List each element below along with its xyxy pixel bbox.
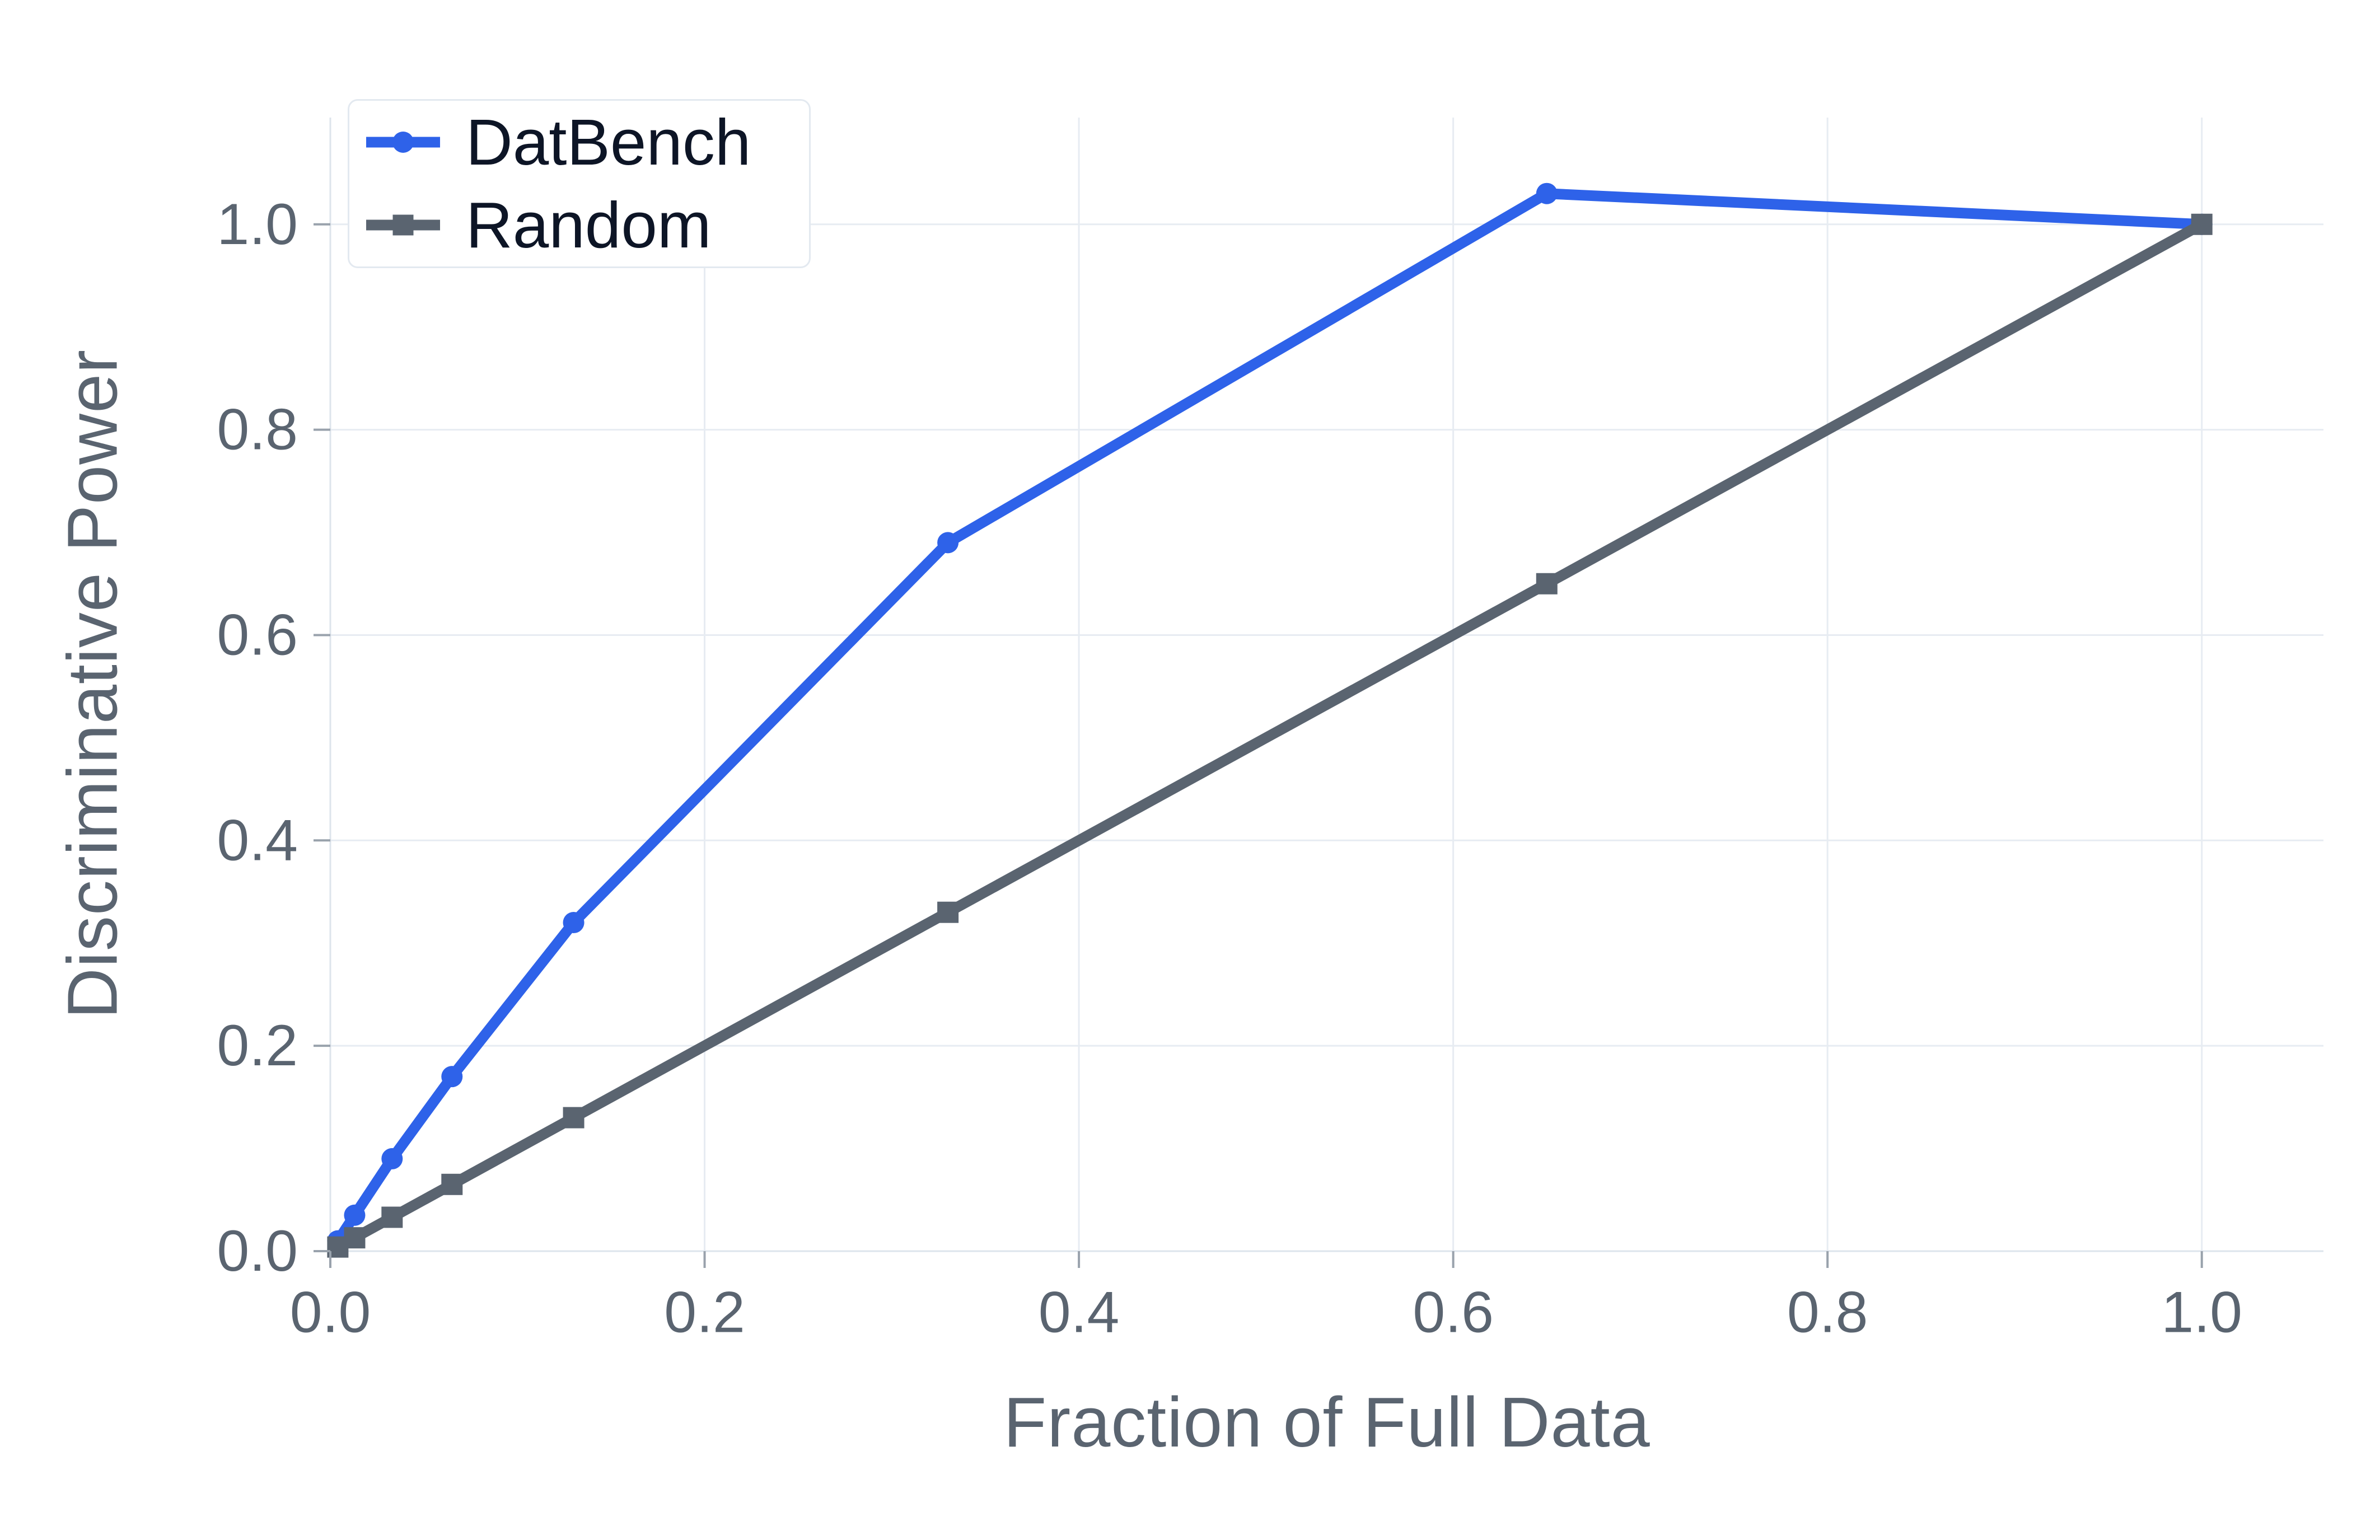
y-tick-label: 0.2 — [217, 1013, 298, 1078]
x-tick-label: 0.0 — [290, 1280, 371, 1345]
x-tick-label: 0.4 — [1039, 1280, 1120, 1345]
datbench-circle-marker-icon — [392, 132, 414, 153]
x-axis-title: Fraction of Full Data — [1003, 1383, 1650, 1462]
axis-spines — [329, 118, 2323, 1252]
datbench-line — [332, 188, 2208, 1247]
x-tick-label: 1.0 — [2161, 1280, 2242, 1345]
tick-marks — [314, 223, 2203, 1268]
random-data-point — [563, 1107, 585, 1129]
x-tick-label: 0.2 — [664, 1280, 745, 1345]
legend-item-random: Random — [349, 184, 809, 266]
datbench-data-point — [344, 1204, 366, 1226]
y-axis-title: Discriminative Power — [53, 349, 132, 1019]
datbench-data-point — [441, 1066, 463, 1088]
legend-label-random: Random — [466, 189, 712, 261]
random-data-point — [2191, 213, 2213, 235]
series-datbench — [327, 182, 2213, 1252]
random-data-point — [381, 1206, 403, 1228]
x-tick-label: 0.8 — [1787, 1280, 1868, 1345]
random-line-sample — [366, 214, 440, 236]
y-tick-label: 0.4 — [217, 808, 298, 873]
datbench-data-point — [563, 912, 585, 934]
datbench-data-point — [381, 1148, 403, 1169]
datbench-data-point — [937, 532, 959, 554]
random-data-point — [937, 901, 959, 923]
legend-item-datbench: DatBench — [349, 101, 809, 184]
y-tick-label: 1.0 — [217, 192, 298, 257]
random-data-point — [1536, 573, 1558, 595]
y-tick-label: 0.0 — [217, 1219, 298, 1284]
random-data-point — [441, 1173, 463, 1195]
x-tick-label: 0.6 — [1413, 1280, 1494, 1345]
tick-labels: 0.0 0.2 0.4 0.6 0.8 1.0 0.0 0.2 0.4 0.6 0.8 1.0 — [217, 192, 2242, 1345]
legend: DatBench Random — [348, 99, 811, 268]
y-tick-label: 0.6 — [217, 602, 298, 667]
datbench-data-point — [1536, 182, 1558, 204]
random-square-marker-icon — [392, 214, 414, 236]
legend-label-datbench: DatBench — [466, 106, 751, 179]
series-random — [327, 213, 2213, 1258]
random-data-point — [344, 1227, 366, 1249]
datbench-line-sample — [366, 131, 440, 153]
random-line — [332, 219, 2208, 1253]
y-tick-label: 0.8 — [217, 397, 298, 462]
